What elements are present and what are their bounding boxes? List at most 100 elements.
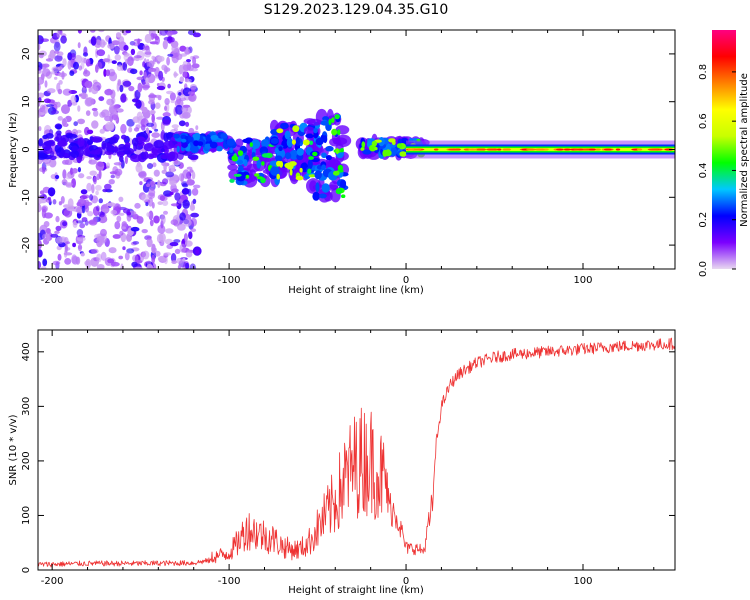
noise-mark xyxy=(120,226,127,230)
noise-mark xyxy=(89,194,94,201)
feature-peak-mark xyxy=(374,147,378,151)
noise-mark xyxy=(122,246,126,251)
noise-mark xyxy=(126,248,135,254)
noise-mark xyxy=(50,233,59,238)
feature-peak-mark xyxy=(369,144,377,152)
feature-peak-mark xyxy=(254,173,260,177)
noise-mark xyxy=(124,155,128,165)
spectrogram-ylabel: Frequency (Hz) xyxy=(8,112,19,188)
feature-peak-mark xyxy=(220,133,228,139)
noise-mark xyxy=(146,237,153,248)
noise-mark xyxy=(177,265,182,269)
noise-mark xyxy=(191,188,199,196)
noise-mark xyxy=(52,199,57,205)
noise-mark xyxy=(125,59,129,65)
noise-mark xyxy=(47,196,51,201)
noise-mark xyxy=(134,55,142,59)
noise-mark xyxy=(165,228,174,234)
snr-ylabel: SNR (10 * v/v) xyxy=(8,414,19,485)
noise-mark xyxy=(51,66,61,73)
noise-mark xyxy=(76,236,86,242)
noise-mark xyxy=(111,60,117,64)
noise-mark xyxy=(141,106,148,113)
feature-mark xyxy=(270,138,279,144)
feature-halo-mark xyxy=(309,180,317,192)
feature-peak-mark xyxy=(276,128,284,134)
noise-mark xyxy=(179,243,187,253)
noise-mark xyxy=(177,223,186,231)
noise-mark xyxy=(45,58,54,62)
noise-mark xyxy=(89,170,97,176)
carrier-peak-mark xyxy=(588,148,596,151)
noise-mark xyxy=(141,229,148,234)
noise-mark xyxy=(72,168,78,174)
noise-mark xyxy=(53,41,61,52)
feature-peak-mark xyxy=(252,156,260,161)
colorbar-tick-label: 0.0 xyxy=(698,261,709,277)
noise-mark xyxy=(46,228,51,234)
noise-mark xyxy=(111,114,119,121)
feature-peak-mark xyxy=(181,142,188,149)
noise-mark xyxy=(114,221,121,230)
feature-peak-mark xyxy=(308,156,314,160)
noise-mark xyxy=(101,208,110,213)
feature-mark xyxy=(269,160,278,167)
noise-mark xyxy=(97,161,105,167)
y-tick-label: 20 xyxy=(21,48,32,61)
noise-mark xyxy=(118,212,125,216)
feature-peak-mark xyxy=(399,151,407,157)
noise-mark xyxy=(189,203,196,212)
feature-peak-mark xyxy=(337,129,341,136)
snr-axes: -200 -100 0 100 0 100 200 300 400 xyxy=(21,330,675,587)
carrier-peak-mark xyxy=(486,148,498,151)
noise-mark xyxy=(192,198,197,204)
noise-mark xyxy=(185,121,190,127)
noise-mark xyxy=(181,188,190,195)
noise-mark xyxy=(72,242,76,248)
feature-peak-mark xyxy=(194,132,201,139)
noise-mark xyxy=(114,168,123,176)
colorbar-axis: 0.0 0.2 0.4 0.6 0.8 xyxy=(698,64,736,277)
noise-mark xyxy=(90,30,96,33)
feature-mark xyxy=(256,159,262,169)
noise-mark xyxy=(195,249,200,255)
noise-band-mark xyxy=(189,155,199,161)
noise-mark xyxy=(73,61,79,70)
noise-mark xyxy=(77,105,81,112)
feature-mark xyxy=(314,170,322,180)
noise-mark xyxy=(39,104,45,112)
noise-mark xyxy=(38,70,44,74)
feature-mark xyxy=(280,122,289,130)
carrier-peak-mark xyxy=(556,148,564,151)
noise-mark xyxy=(62,169,67,180)
noise-mark xyxy=(110,174,116,179)
noise-mark xyxy=(75,220,84,224)
noise-mark xyxy=(91,120,99,129)
noise-mark xyxy=(109,112,114,123)
noise-mark xyxy=(154,35,160,41)
feature-peak-mark xyxy=(292,125,300,133)
noise-mark xyxy=(71,255,79,265)
noise-mark xyxy=(98,30,105,33)
noise-mark xyxy=(133,42,140,47)
noise-mark xyxy=(148,60,155,68)
noise-mark xyxy=(77,42,81,49)
noise-mark xyxy=(65,241,71,245)
noise-band-mark xyxy=(54,144,62,153)
noise-mark xyxy=(77,167,81,173)
noise-mark xyxy=(136,111,143,121)
noise-mark xyxy=(99,128,106,134)
noise-mark xyxy=(110,261,120,267)
feature-halo-mark xyxy=(303,126,315,135)
noise-mark xyxy=(139,70,143,76)
x-tick-label: 0 xyxy=(403,576,409,587)
noise-mark xyxy=(55,236,65,244)
noise-band-mark xyxy=(83,148,91,156)
noise-mark xyxy=(134,89,141,100)
noise-mark xyxy=(192,32,201,38)
noise-mark xyxy=(114,104,120,109)
noise-mark xyxy=(192,55,200,59)
noise-mark xyxy=(38,203,42,213)
noise-mark xyxy=(90,36,97,46)
noise-mark xyxy=(73,121,78,127)
